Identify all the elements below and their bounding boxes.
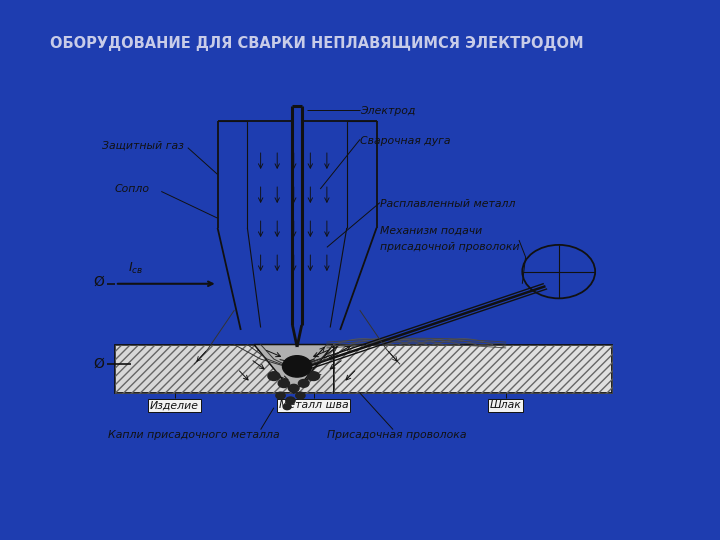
Circle shape	[276, 392, 285, 399]
Circle shape	[268, 372, 280, 381]
Text: Ø: Ø	[93, 274, 104, 288]
Text: Капли присадочного металла: Капли присадочного металла	[108, 430, 280, 440]
Text: Присадочная проволока: Присадочная проволока	[327, 430, 467, 440]
Text: Ø: Ø	[93, 357, 104, 371]
Circle shape	[283, 404, 291, 410]
Text: Сопло: Сопло	[115, 184, 150, 194]
Text: Шлак: Шлак	[490, 400, 522, 410]
Polygon shape	[115, 345, 333, 393]
Circle shape	[307, 372, 320, 381]
Circle shape	[289, 384, 299, 392]
Text: Электрод: Электрод	[360, 106, 415, 117]
Text: присадочной проволоки: присадочной проволоки	[380, 242, 520, 253]
Text: Расплавленный металл: Расплавленный металл	[380, 199, 516, 209]
Polygon shape	[333, 345, 612, 393]
Circle shape	[298, 380, 309, 387]
Text: Изделие: Изделие	[150, 400, 199, 410]
Text: Сварочная дуга: Сварочная дуга	[360, 136, 451, 146]
Text: Защитный газ: Защитный газ	[102, 140, 184, 151]
Polygon shape	[254, 345, 333, 393]
Text: $I_{св}$: $I_{св}$	[128, 261, 143, 276]
Text: ОБОРУДОВАНИЕ ДЛЯ СВАРКИ НЕПЛАВЯЩИМСЯ ЭЛЕКТРОДОМ: ОБОРУДОВАНИЕ ДЛЯ СВАРКИ НЕПЛАВЯЩИМСЯ ЭЛЕ…	[50, 36, 584, 51]
Circle shape	[286, 397, 295, 404]
Text: Металл шва: Металл шва	[279, 400, 348, 410]
Circle shape	[282, 356, 312, 377]
Circle shape	[296, 392, 305, 399]
Text: Механизм подачи: Механизм подачи	[380, 226, 482, 235]
Circle shape	[278, 379, 289, 388]
